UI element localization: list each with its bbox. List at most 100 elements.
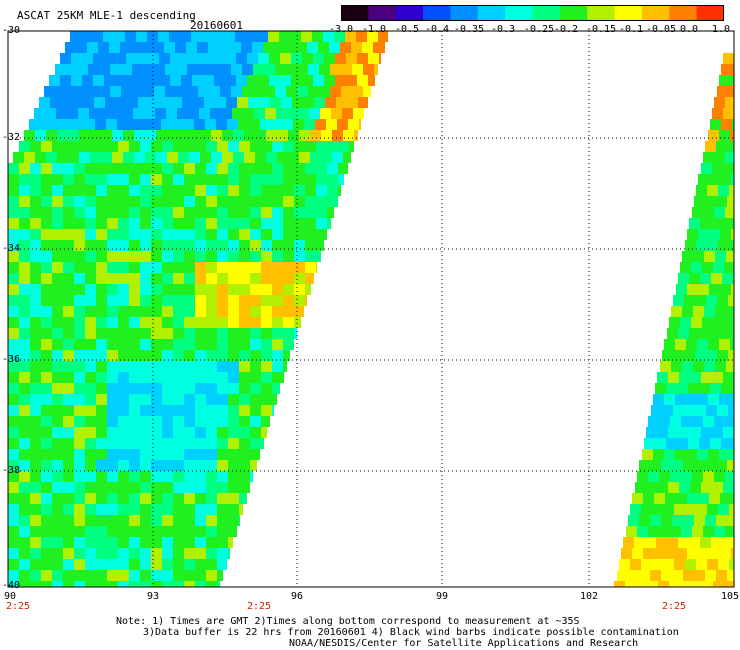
swath-cell — [228, 141, 239, 152]
swath-cell — [85, 482, 96, 493]
colorbar-segment — [341, 5, 369, 21]
swath-cell — [283, 240, 294, 251]
swath-cell — [250, 218, 261, 229]
swath-cell — [261, 196, 272, 207]
swath-cell — [85, 163, 96, 174]
swath-cell — [41, 515, 52, 526]
swath-cell — [228, 174, 239, 185]
swath-cell — [671, 361, 682, 372]
swath-cell — [19, 262, 30, 273]
swath-cell — [19, 372, 30, 383]
swath-cell — [670, 526, 681, 537]
colorbar-label: -0.35 — [453, 24, 485, 35]
swath-cell — [709, 174, 720, 185]
swath-cell — [8, 405, 19, 416]
swath-cell — [121, 86, 132, 97]
swath-cell — [682, 361, 693, 372]
swath-cell — [305, 218, 316, 229]
swath-cell — [250, 284, 261, 295]
swath-cell — [132, 64, 143, 75]
swath-cell — [195, 504, 206, 515]
swath-cell — [705, 460, 716, 471]
swath-cell — [676, 493, 687, 504]
swath-cell — [672, 515, 683, 526]
swath-cell — [332, 152, 343, 163]
swath-cell — [189, 152, 200, 163]
swath-cell — [162, 427, 173, 438]
swath-cell — [162, 416, 173, 427]
swath-cell — [691, 262, 702, 273]
swath-cell — [261, 207, 272, 218]
swath-cell — [261, 284, 272, 295]
swath-cell — [678, 537, 689, 548]
swath-cell — [228, 548, 230, 559]
swath-cell — [228, 240, 239, 251]
swath-cell — [8, 394, 19, 405]
swath-cell — [239, 229, 250, 240]
swath-cell — [30, 372, 41, 383]
swath-cell — [338, 174, 344, 185]
swath-cell — [648, 526, 659, 537]
swath-cell — [236, 75, 247, 86]
swath-cell — [203, 75, 214, 86]
swath-cell — [96, 438, 107, 449]
swath-cell — [250, 240, 261, 251]
swath-cell — [217, 218, 228, 229]
swath-cell — [662, 350, 673, 361]
swath-cell — [205, 119, 216, 130]
swath-cell — [77, 64, 88, 75]
swath-cell — [323, 31, 334, 42]
swath-cell — [184, 196, 195, 207]
swath-cell — [184, 449, 195, 460]
swath-cell — [140, 559, 151, 570]
swath-cell — [195, 218, 206, 229]
swath-cell — [118, 394, 129, 405]
swath-cell — [52, 174, 63, 185]
swath-cell — [283, 328, 294, 339]
swath-cell — [294, 317, 301, 328]
swath-cell — [643, 493, 654, 504]
swath-cell — [104, 75, 115, 86]
colorbar-label: 0.0 — [679, 24, 699, 35]
swath-cell — [96, 317, 107, 328]
swath-cell — [720, 548, 731, 559]
swath-cell — [693, 251, 704, 262]
swath-cell — [118, 559, 129, 570]
swath-cell — [228, 251, 239, 262]
swath-cell — [30, 405, 41, 416]
swath-cell — [151, 141, 162, 152]
swath-cell — [228, 218, 239, 229]
swath-cell — [336, 97, 347, 108]
swath-cell — [204, 97, 215, 108]
swath-cell — [228, 416, 239, 427]
colorbar-label: -0.4 — [424, 24, 450, 35]
swath-cell — [155, 108, 166, 119]
swath-cell — [118, 141, 129, 152]
swath-cell — [74, 141, 85, 152]
swath-cell — [359, 119, 361, 130]
swath-cell — [711, 218, 722, 229]
swath-cell — [19, 548, 30, 559]
swath-cell — [674, 504, 685, 515]
swath-cell — [206, 141, 217, 152]
swath-cell — [52, 251, 63, 262]
lat-label: -34 — [2, 243, 21, 254]
swath-cell — [184, 218, 195, 229]
swath-cell — [714, 471, 725, 482]
swath-cell — [46, 130, 57, 141]
swath-cell — [305, 262, 316, 273]
swath-cell — [297, 86, 308, 97]
swath-cell — [697, 394, 708, 405]
swath-cell — [19, 185, 30, 196]
swath-cell — [704, 361, 715, 372]
swath-cell — [714, 152, 725, 163]
swath-cell — [140, 471, 151, 482]
swath-cell — [173, 185, 184, 196]
swath-cell — [96, 141, 107, 152]
swath-cell — [217, 196, 228, 207]
swath-cell — [162, 251, 173, 262]
swath-cell — [243, 108, 254, 119]
swath-cell — [184, 174, 195, 185]
swath-cell — [228, 229, 239, 240]
swath-cell — [228, 295, 239, 306]
